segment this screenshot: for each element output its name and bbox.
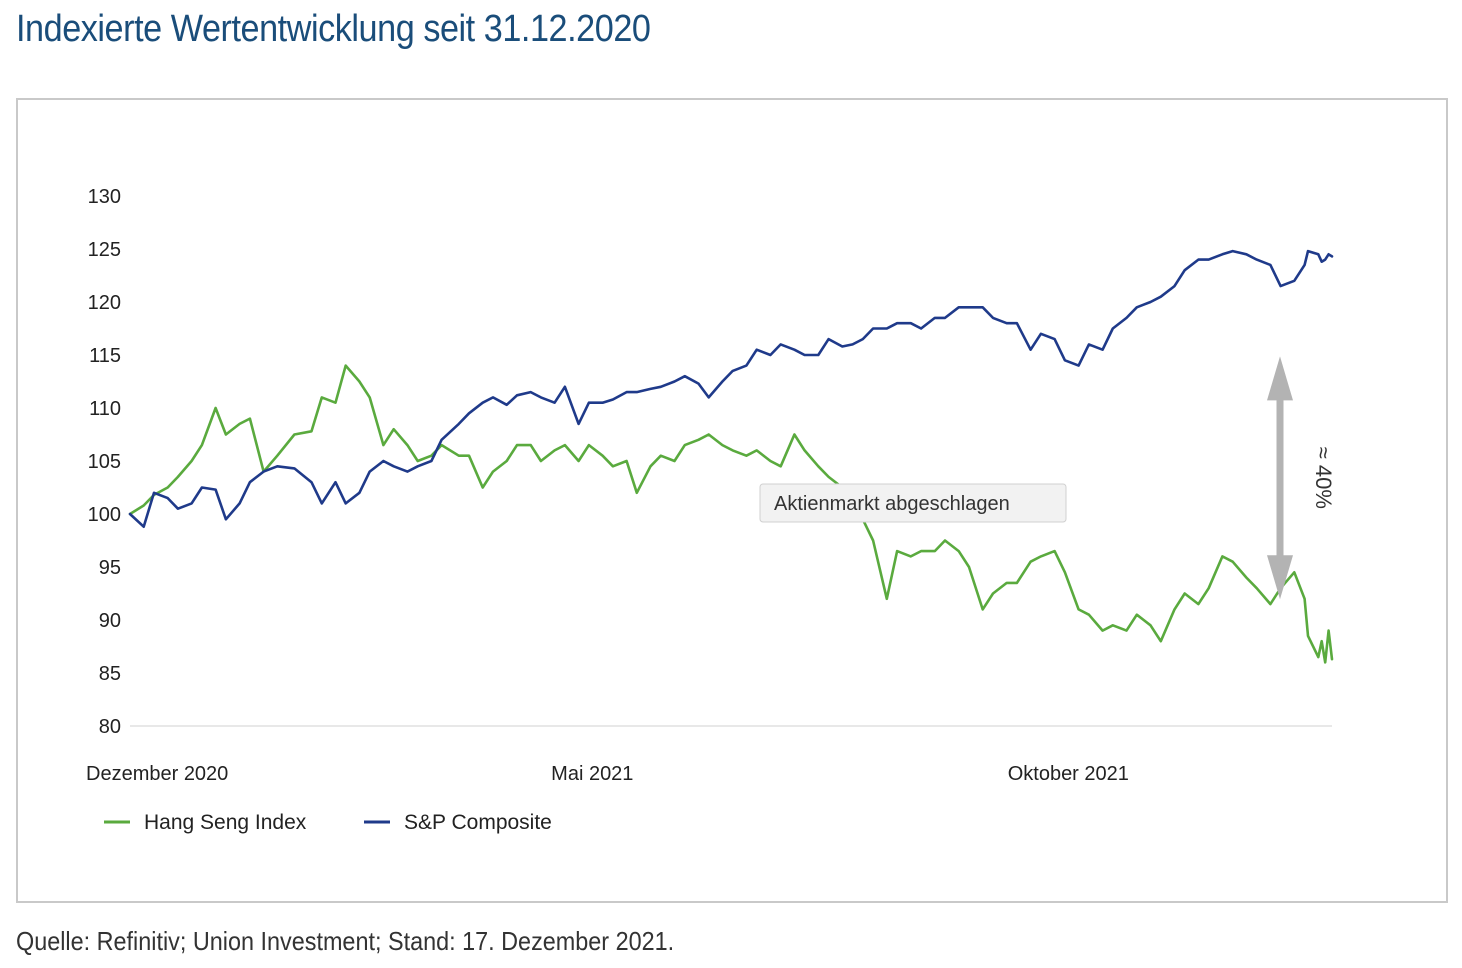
- legend: Hang Seng Index S&P Composite: [104, 811, 552, 834]
- source-note: Quelle: Refinitiv; Union Investment; Sta…: [16, 926, 675, 956]
- page-title: Indexierte Wertentwicklung seit 31.12.20…: [16, 8, 651, 50]
- tooltip-text: Aktienmarkt abgeschlagen: [774, 493, 1010, 515]
- y-tick-label: 115: [89, 345, 121, 367]
- tooltip: Aktienmarkt abgeschlagen: [759, 483, 1067, 523]
- gap-arrow-head-down: [1267, 555, 1293, 600]
- legend-label: S&P Composite: [404, 811, 552, 834]
- y-tick-label: 105: [88, 451, 121, 473]
- x-tick-label: Oktober 2021: [1008, 763, 1129, 785]
- x-tick-label: Mai 2021: [551, 763, 633, 785]
- gap-label: ≈ 40%: [1311, 447, 1336, 509]
- y-axis: 80 85 90 95 100 105 110 115 120 125 130: [88, 186, 121, 738]
- y-tick-label: 100: [88, 504, 121, 526]
- line-chart: 80 85 90 95 100 105 110 115 120 125 130 Dezember 2…: [86, 186, 1336, 834]
- gap-arrow: ≈ 40%: [1267, 356, 1336, 600]
- x-tick-label: Dezember 2020: [86, 763, 228, 785]
- tooltip-box: [759, 483, 1067, 523]
- y-tick-label: 130: [88, 186, 121, 208]
- y-tick-label: 90: [99, 610, 121, 632]
- series-layer: [128, 249, 1334, 664]
- gap-arrow-head-up: [1267, 356, 1293, 401]
- chart-frame: 80 85 90 95 100 105 110 115 120 125 130 Dezember 2…: [16, 98, 1448, 903]
- legend-label: Hang Seng Index: [144, 811, 307, 834]
- y-tick-label: 85: [99, 663, 121, 685]
- series-line: [128, 249, 1334, 529]
- y-tick-label: 95: [99, 557, 121, 579]
- series-line: [128, 364, 1334, 664]
- y-tick-label: 125: [88, 239, 121, 261]
- x-axis: Dezember 2020 Mai 2021 Oktober 2021: [86, 763, 1129, 785]
- y-tick-label: 80: [99, 716, 121, 738]
- y-tick-label: 110: [89, 398, 121, 420]
- y-tick-label: 120: [88, 292, 121, 314]
